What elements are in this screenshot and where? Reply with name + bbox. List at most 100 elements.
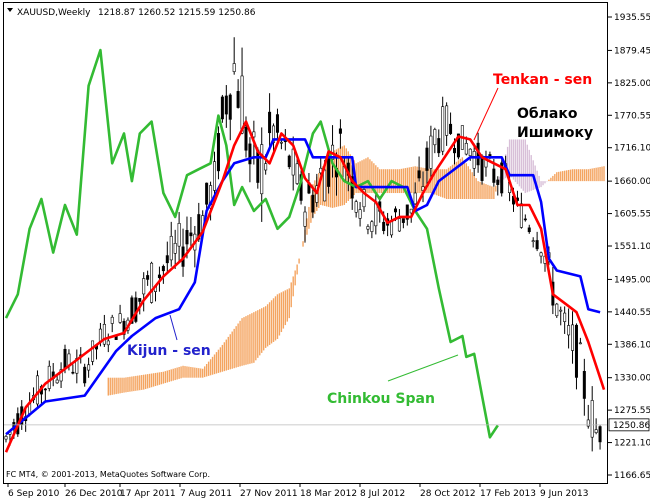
candle-body <box>480 155 484 181</box>
ohlc-values: 1218.87 1260.52 1215.59 1250.86 <box>98 8 256 18</box>
candle-body <box>370 221 374 232</box>
candle-body <box>586 419 590 427</box>
candle-body <box>445 105 449 136</box>
candle-body <box>4 436 8 440</box>
candle-body <box>248 143 252 165</box>
price-label: 1825.00 <box>614 79 650 89</box>
candle-body <box>189 232 193 237</box>
price-label: 1275.55 <box>614 406 650 416</box>
candle-body <box>244 126 248 151</box>
price-label: 1770.55 <box>614 111 650 121</box>
candle-body <box>275 114 279 133</box>
time-label: 6 Sep 2010 <box>8 489 60 499</box>
time-label: 27 Nov 2011 <box>240 489 298 499</box>
candle-body <box>55 379 59 384</box>
candle-body <box>98 328 102 342</box>
candle-body <box>110 316 114 324</box>
candle-body <box>220 96 224 120</box>
price-label: 1386.10 <box>614 340 650 350</box>
current-price-label: 1250.86 <box>613 421 650 431</box>
candle-body <box>409 208 413 214</box>
candle-body <box>598 426 602 443</box>
tenkan-label: Tenkan - sen <box>493 72 592 88</box>
candle-body <box>555 303 559 317</box>
price-label: 1495.00 <box>614 275 650 285</box>
candle-body <box>417 170 421 179</box>
candle-body <box>401 218 405 223</box>
candle-body <box>429 135 433 169</box>
candle-body <box>535 240 539 250</box>
candle-body <box>295 163 299 184</box>
candle-body <box>130 297 134 324</box>
candle-body <box>224 95 228 115</box>
candle-body <box>177 223 181 247</box>
candle-body <box>142 278 146 295</box>
cloud-label-line2: Ишимоку <box>517 125 593 141</box>
candle-body <box>571 324 575 351</box>
time-label: 8 Jul 2012 <box>360 489 405 499</box>
price-label: 1221.10 <box>614 439 650 449</box>
candle-body <box>213 161 217 191</box>
candle-body <box>456 133 460 158</box>
candle-body <box>102 323 106 345</box>
candle-body <box>63 348 67 369</box>
candle-body <box>122 320 126 335</box>
price-label: 1551.10 <box>614 242 650 252</box>
candle-body <box>338 128 342 134</box>
candle-body <box>161 266 165 272</box>
candle-body <box>433 129 437 146</box>
candle-body <box>441 106 445 152</box>
candle-body <box>216 133 220 172</box>
price-label: 1605.55 <box>614 210 650 220</box>
time-label: 17 Feb 2013 <box>480 489 536 499</box>
candle-body <box>150 262 154 303</box>
symbol-label: XAUUSD,Weekly <box>17 8 91 18</box>
price-label: 1716.10 <box>614 144 650 154</box>
chart-frame <box>3 2 608 484</box>
candle-body <box>578 342 582 345</box>
candle-body <box>574 324 578 378</box>
candle-body <box>437 138 441 154</box>
candle-body <box>205 182 209 205</box>
candle-body <box>358 209 362 219</box>
kijun-label: Kijun - sen <box>127 343 211 359</box>
price-label: 1935.55 <box>614 13 650 23</box>
candle-body <box>452 147 456 154</box>
candle-body <box>35 375 39 405</box>
candle-body <box>539 252 543 257</box>
tenkan-pointer <box>473 87 499 141</box>
candle-body <box>425 147 429 171</box>
candle-body <box>468 148 472 157</box>
indicator-lines <box>4 48 606 453</box>
price-label: 1879.45 <box>614 46 650 56</box>
candle-body <box>563 312 567 322</box>
candle-body <box>350 176 354 199</box>
cloud-label-line1: Облако <box>517 106 578 122</box>
candle-body <box>500 162 504 194</box>
time-label: 17 Apr 2011 <box>120 489 176 499</box>
candle-body <box>287 155 291 168</box>
candle-body <box>236 91 240 108</box>
time-label: 7 Aug 2011 <box>180 489 232 499</box>
candle-body <box>291 148 295 176</box>
price-label: 1330.00 <box>614 374 650 384</box>
candle-body <box>413 192 417 205</box>
candle-body <box>228 94 232 120</box>
symbol-header: XAUUSD,Weekly 1218.87 1260.52 1215.59 12… <box>7 8 256 18</box>
candle-body <box>582 371 586 399</box>
candle-body <box>354 201 358 213</box>
candle-body <box>59 369 63 382</box>
candle-body <box>382 221 386 232</box>
candle-body <box>390 220 394 236</box>
candle-body <box>252 131 256 138</box>
price-label: 1660.00 <box>614 177 650 187</box>
candle-body <box>393 208 397 213</box>
copyright-text: FC MT4, © 2001-2013, MetaQuotes Software… <box>6 470 210 479</box>
candle-body <box>362 189 366 208</box>
price-axis: 1935.55 1879.45 1825.00 1770.55 1716.10 1660.… <box>608 13 650 481</box>
candle-body <box>173 243 177 254</box>
candle-body <box>590 400 594 438</box>
